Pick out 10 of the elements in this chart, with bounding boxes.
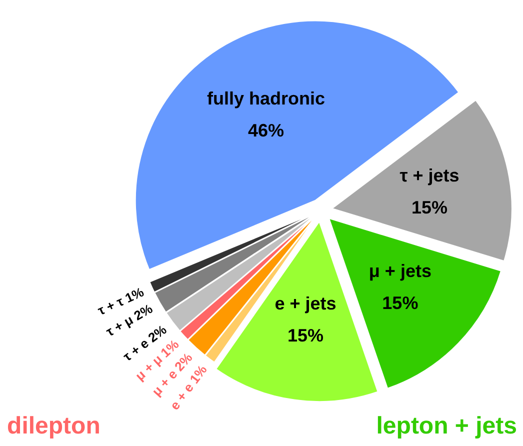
data-label: 15%	[287, 326, 324, 346]
data-label: 46%	[248, 120, 284, 141]
slice-label: μ + jets	[368, 261, 432, 282]
data-label: 15%	[382, 293, 418, 314]
slice-label: e + jets	[274, 294, 336, 314]
text: dilepton	[7, 412, 100, 440]
slice-label: τ + jets	[400, 165, 460, 186]
data-label: 15%	[411, 197, 448, 218]
text: lepton + jets	[376, 412, 517, 440]
slice-label: fully hadronic	[207, 88, 326, 109]
